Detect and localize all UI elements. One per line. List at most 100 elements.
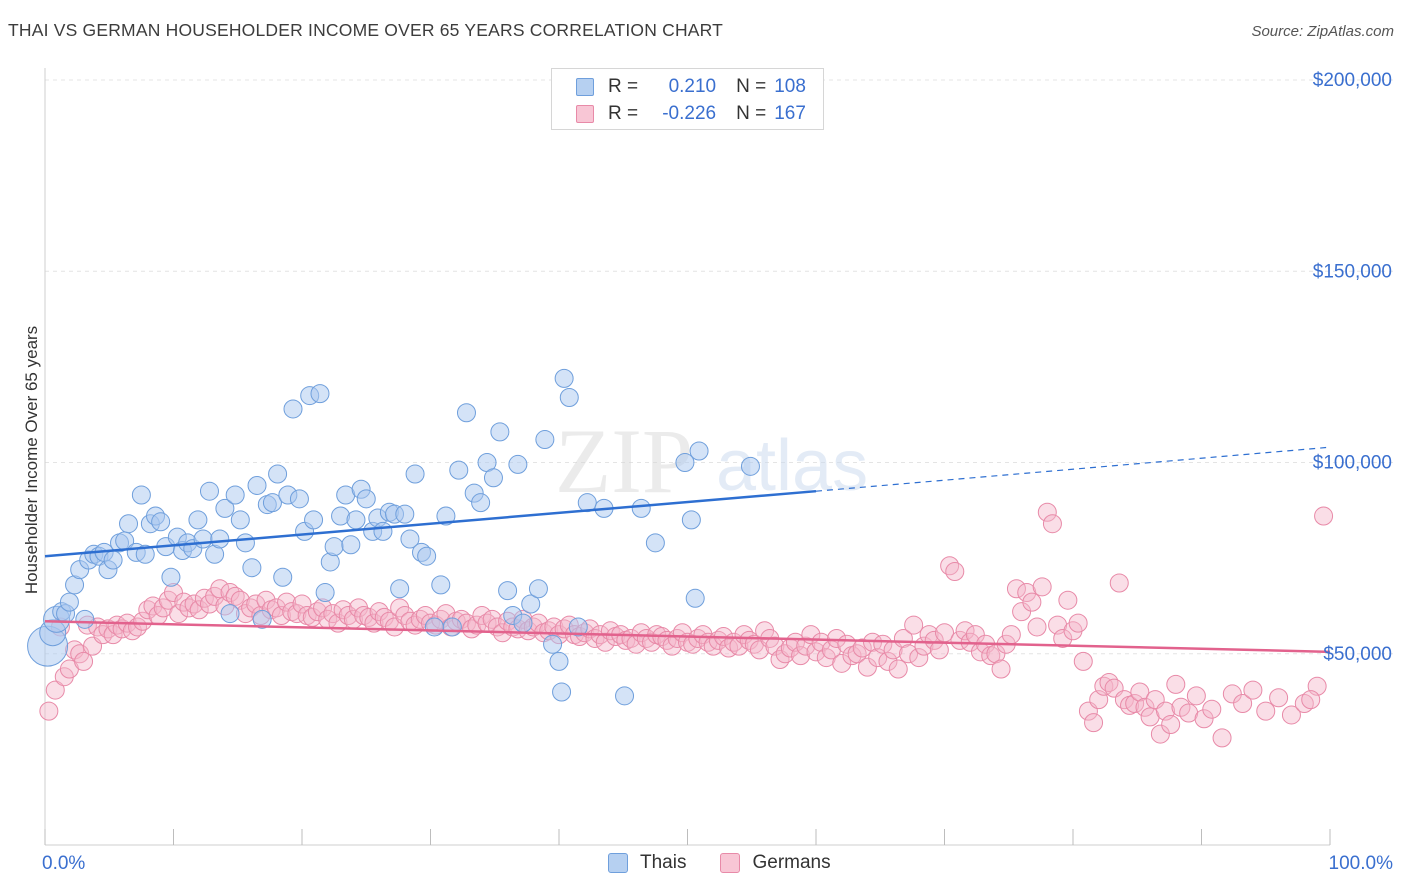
data-point-germans [873,634,893,654]
data-point-thais [615,686,635,706]
data-point-thais [242,558,262,578]
data-point-germans [806,642,826,662]
correlation-legend: R = 0.210 N = 108 R = -0.226 N = 167 [551,68,824,130]
data-point-germans [241,598,261,618]
data-point-germans [74,651,94,671]
data-point-germans [929,640,949,660]
data-point-thais [220,604,240,624]
data-point-germans [1053,628,1073,648]
data-point-germans [1166,674,1186,694]
data-point-germans [919,625,939,645]
data-point-thais [675,453,695,472]
legend-thais-swatch [608,853,628,873]
data-point-germans [899,644,919,664]
data-point-germans [1022,592,1042,612]
germans-n-value: 167 [774,103,806,124]
data-point-germans [688,628,708,648]
data-point-thais [273,567,293,587]
data-point-germans [1109,573,1129,593]
data-point-thais [405,464,425,484]
data-point-germans [1073,651,1093,671]
data-point-germans [940,556,960,576]
data-point-germans [708,630,728,650]
legend-thais-label: Thais [640,852,687,873]
tick-labels: $50,000 $100,000 $150,000 $200,000 0.0% 100.0… [42,70,1393,874]
data-point-germans [1269,688,1289,708]
data-point-germans [991,659,1011,679]
data-point-thais [417,546,437,566]
germans-r-value: -0.226 [662,103,717,124]
data-point-germans [1058,590,1078,610]
data-point-thais [75,609,95,629]
data-point-thais [631,498,651,518]
data-point-germans [832,653,852,673]
data-point-thais [289,489,309,509]
data-point-thais [119,514,139,534]
data-point-germans [1006,579,1026,599]
data-point-germans [847,644,867,664]
trend-lines [44,446,1331,654]
legend-item-thais[interactable]: Thais [608,852,686,874]
data-point-thais [535,430,555,450]
data-point-thais [188,510,208,530]
data-point-germans [1256,701,1276,721]
data-point-germans [395,606,415,625]
data-point-thais [568,617,588,637]
data-point-germans [909,648,929,668]
data-point-germans [1012,602,1032,622]
data-point-germans [739,630,759,650]
data-point-germans [333,600,353,620]
data-point-thais [304,510,324,530]
data-point-germans [924,630,944,650]
data-point-thais [483,468,503,488]
data-point-germans [39,701,59,721]
data-point-germans [1281,705,1301,725]
data-point-germans [888,659,908,679]
data-point-germans [359,607,379,627]
data-point-thais [508,454,528,474]
data-point-thais [315,583,335,603]
data-point-thais [400,529,420,549]
data-point-germans [1194,709,1214,729]
data-point-germans [307,602,327,622]
x-tick-label: 100.0% [1329,853,1394,874]
data-point-germans [1037,502,1057,522]
trend-line-thais-extension [815,446,1331,492]
thais-r-label: R = [608,76,639,97]
legend-row-thais: R = 0.210 N = 108 [576,74,806,100]
data-point-thais [161,567,181,587]
data-point-thais [554,368,574,388]
data-point-germans [683,634,703,654]
data-point-germans [1027,617,1047,637]
data-point-thais [324,537,344,557]
legend-germans-swatch [720,853,741,873]
data-point-germans [184,594,204,614]
data-point-germans [878,651,898,671]
germans-r-label: R = [608,103,639,124]
data-point-germans [1042,514,1062,534]
data-point-germans [857,657,877,677]
data-point-thais [135,544,155,564]
chart-title: THAI VS GERMAN HOUSEHOLDER INCOME OVER 6… [8,20,724,40]
y-tick-label: $150,000 [1313,261,1392,282]
germans-n-label: N = [736,103,767,124]
data-point-germans [1135,697,1155,717]
data-point-thais [373,521,393,541]
data-point-thais [230,510,250,530]
source-label: Source: ZipAtlas.com [1251,23,1394,40]
data-point-germans [364,613,384,633]
data-point-germans [636,628,656,648]
data-point-thais [390,579,410,599]
data-point-thais [395,504,415,524]
data-point-thais [247,475,267,495]
data-point-germans [1186,686,1206,706]
data-point-germans [1001,625,1021,645]
legend-item-germans[interactable]: Germans [720,852,831,874]
y-tick-label: $200,000 [1313,70,1392,91]
data-point-germans [595,632,615,652]
data-point-thais [59,592,79,612]
thais-r-value: 0.210 [668,76,717,97]
watermark-zip: ZIP [555,410,693,512]
y-tick-label: $50,000 [1323,644,1392,665]
